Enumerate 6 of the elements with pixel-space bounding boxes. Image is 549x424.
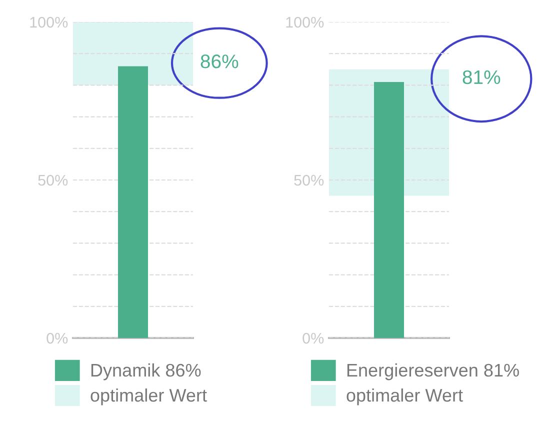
text: 86% xyxy=(200,54,238,68)
text: 81% xyxy=(462,70,500,84)
legend-label: optimaler Wert xyxy=(346,388,463,406)
legend-label: Dynamik 86% xyxy=(91,363,201,380)
text: Energiereserven 81% xyxy=(347,363,519,380)
legend-label: optimaler Wert xyxy=(90,388,207,406)
